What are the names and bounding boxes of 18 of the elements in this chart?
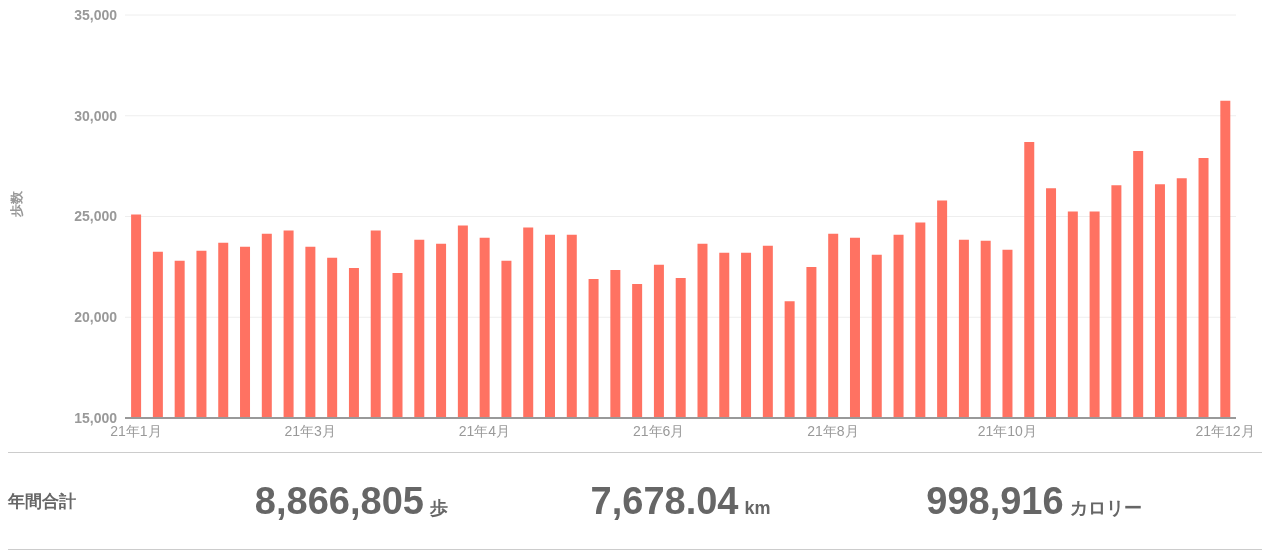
y-tick-label: 25,000 [74,208,118,225]
text: 歩 [429,496,448,520]
x-tick-label: 21年8月 [807,422,859,439]
text: 998,916 [926,479,1064,523]
y-tick-label: 35,000 [74,6,118,23]
x-tick-label: 21年12月 [1195,422,1255,439]
x-tick-label: 21年4月 [458,422,511,439]
text: 年間合計 [8,490,77,513]
y-tick-label: 30,000 [74,107,118,124]
y-axis-title: 歩数 [8,189,24,218]
x-tick-label: 21年6月 [633,422,685,439]
text: 7,678.04 [590,479,739,523]
text: km [744,497,771,519]
text: 8,866,805 [254,479,424,523]
y-tick-label: 20,000 [74,309,118,326]
text: カロリー [1069,496,1142,520]
x-tick-label: 21年10月 [977,422,1037,439]
x-tick-label: 21年3月 [284,422,336,439]
